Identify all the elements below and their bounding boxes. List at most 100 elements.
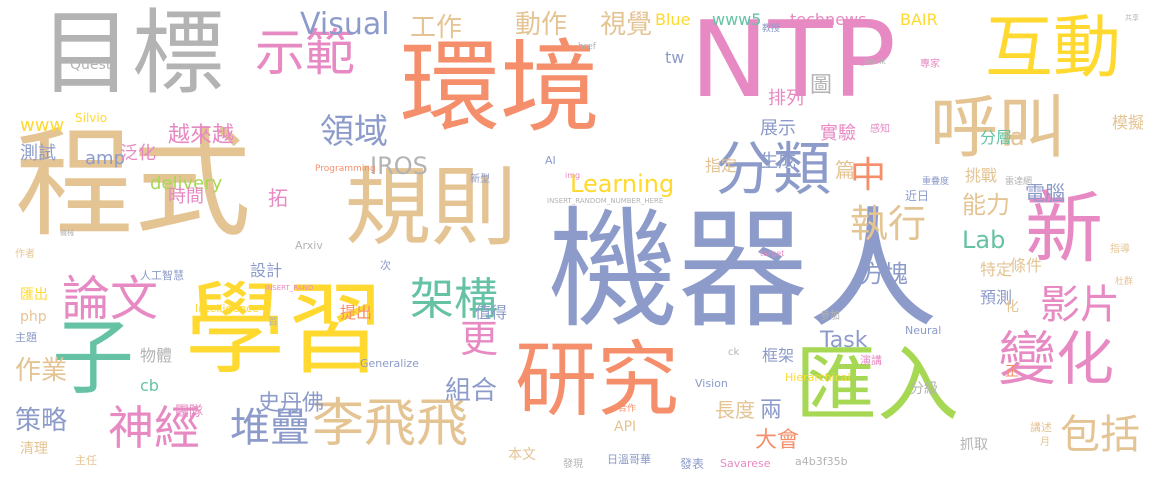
word-hierarchical: Hierarchical — [785, 371, 851, 384]
word-yue: 月 — [1040, 437, 1050, 448]
word-mubiao: 目標 — [40, 0, 225, 107]
word-hezuo: 合作 — [618, 404, 637, 414]
word-huanjing: 環境 — [400, 29, 600, 146]
word-zheng: 正 — [1005, 364, 1019, 380]
word-lunwen: 論文 — [62, 271, 159, 327]
word-yuexuexue: 越來越 — [168, 123, 235, 148]
word-a: a — [1010, 123, 1025, 151]
word-xinxing: 新型 — [470, 174, 490, 185]
word-generalize: Generalize — [360, 357, 419, 370]
word-shou: 首 — [268, 317, 278, 328]
word-shiyan: 實驗 — [820, 123, 856, 144]
word-www5: www5 — [712, 10, 762, 29]
word-shifan: 示範 — [255, 24, 355, 82]
word-shidanfo: 史丹佛 — [258, 391, 325, 416]
word-shijue: 視覺 — [600, 10, 653, 40]
word-zhiding: 指定 — [705, 156, 738, 175]
word-liang: 兩 — [760, 398, 783, 423]
word-wuti: 物體 — [140, 346, 173, 365]
word-zhidao: 指導 — [1110, 244, 1130, 255]
word-tiaojian: 條件 — [1010, 256, 1043, 275]
word-zhide: 值得 — [475, 303, 508, 322]
word-zuhe: 組合 — [445, 376, 498, 406]
word-hudong: 互動 — [985, 9, 1122, 88]
word-silvio: Silvio — [75, 111, 108, 125]
word-www: www — [20, 115, 65, 136]
word-lifeifei: 李飛飛 — [312, 394, 469, 454]
word-hujiao: 呼叫 — [930, 89, 1067, 168]
word-api: API — [614, 419, 637, 435]
word-gong: 更 — [460, 317, 499, 361]
word-xin: 新 — [1025, 184, 1104, 274]
word-huichu: 匯出 — [20, 287, 48, 303]
word-nengli: 能力 — [962, 191, 1010, 219]
word-leida: 雷達網 — [1005, 177, 1033, 187]
word-fanhua: 泛化 — [120, 143, 156, 164]
word-dushe: 杜群 — [1115, 277, 1134, 287]
word-intelligence: Intelligence — [195, 302, 260, 315]
word-blank: _blank — [860, 57, 886, 66]
word-ci: 次 — [380, 259, 391, 272]
word-fenceng: 分層 — [980, 128, 1013, 147]
word-visual: Visual — [300, 7, 390, 42]
word-guize: 規則 — [345, 158, 517, 258]
word-dahui: 大會 — [755, 428, 800, 453]
word-programming: Programming — [315, 164, 376, 174]
word-pian: 篇 — [835, 158, 855, 182]
word-bair: BAIR — [900, 10, 938, 29]
word-duidie: 堆疊 — [230, 405, 310, 451]
word-zhuanjia: 專家 — [920, 59, 940, 70]
word-jixie: 機械 — [60, 229, 74, 237]
word-zhanshi: 展示 — [760, 118, 796, 139]
word-baokuo: 包括 — [1060, 412, 1140, 458]
word-quest: Quest — [70, 57, 112, 73]
word-tichu: 提出 — [340, 303, 373, 322]
word-blue: Blue — [655, 10, 691, 29]
word-zhuren: 主任 — [75, 454, 97, 467]
word-dongzuo: 動作 — [515, 10, 568, 40]
word-canjia: 參加 — [820, 311, 840, 322]
word-zuoye: 作業 — [15, 356, 68, 386]
word-insertrnh: INSERT_RANDOM_NUMBER_HERE — [547, 197, 664, 205]
word-ai: AI — [545, 154, 556, 167]
word-savarese: Savarese — [720, 457, 771, 470]
word-fenlei: 分類 — [715, 135, 832, 203]
word-celue: 策略 — [15, 406, 68, 436]
word-kuangjia: 框架 — [762, 346, 795, 365]
word-tu: 圖 — [810, 73, 833, 98]
word-yuce: 預測 — [980, 288, 1013, 307]
word-zhixing: 執行 — [850, 202, 927, 246]
word-href: href — [578, 42, 596, 52]
word-lingyu: 領域 — [320, 112, 388, 152]
word-zhongdie: 重疊度 — [922, 177, 950, 187]
word-tuo: 拓 — [268, 186, 288, 210]
word-sheji: 設計 — [250, 261, 283, 280]
word-zi: 子 — [52, 311, 135, 406]
word-yanjiang: 演講 — [860, 354, 882, 367]
word-changdu: 長度 — [715, 398, 755, 422]
word-task: Task — [820, 328, 868, 353]
word-jiaoshou: 教授 — [762, 24, 781, 34]
word-vision: Vision — [695, 377, 728, 390]
word-wenjia: 日溫哥華 — [607, 453, 651, 466]
word-huiru: 匯入 — [795, 338, 960, 433]
word-target: target — [760, 249, 785, 258]
word-fangkuai: 方塊 — [860, 260, 908, 288]
word-gongtong: 共享 — [1125, 14, 1139, 22]
word-insertrand: INSERT_RAND — [265, 284, 314, 292]
word-qingli: 清理 — [20, 441, 48, 457]
word-tuandui: 團隊 — [175, 404, 203, 420]
word-gongzuo: 工作 — [410, 13, 463, 43]
word-zhuaqu: 抓取 — [960, 437, 988, 453]
word-rengong: 人工智慧 — [140, 269, 184, 282]
word-delivery: delivery — [150, 173, 223, 194]
word-shenjing: 神經 — [108, 401, 200, 455]
word-learning: Learning — [570, 170, 675, 198]
word-php: php — [20, 309, 47, 325]
word-yanjiu: 研究 — [515, 333, 680, 428]
word-ck: ck — [728, 347, 740, 358]
word-jinri: 近日 — [905, 189, 930, 203]
word-ceshi: 測試 — [20, 143, 56, 164]
word-shengcheng: 生成 — [760, 151, 796, 172]
